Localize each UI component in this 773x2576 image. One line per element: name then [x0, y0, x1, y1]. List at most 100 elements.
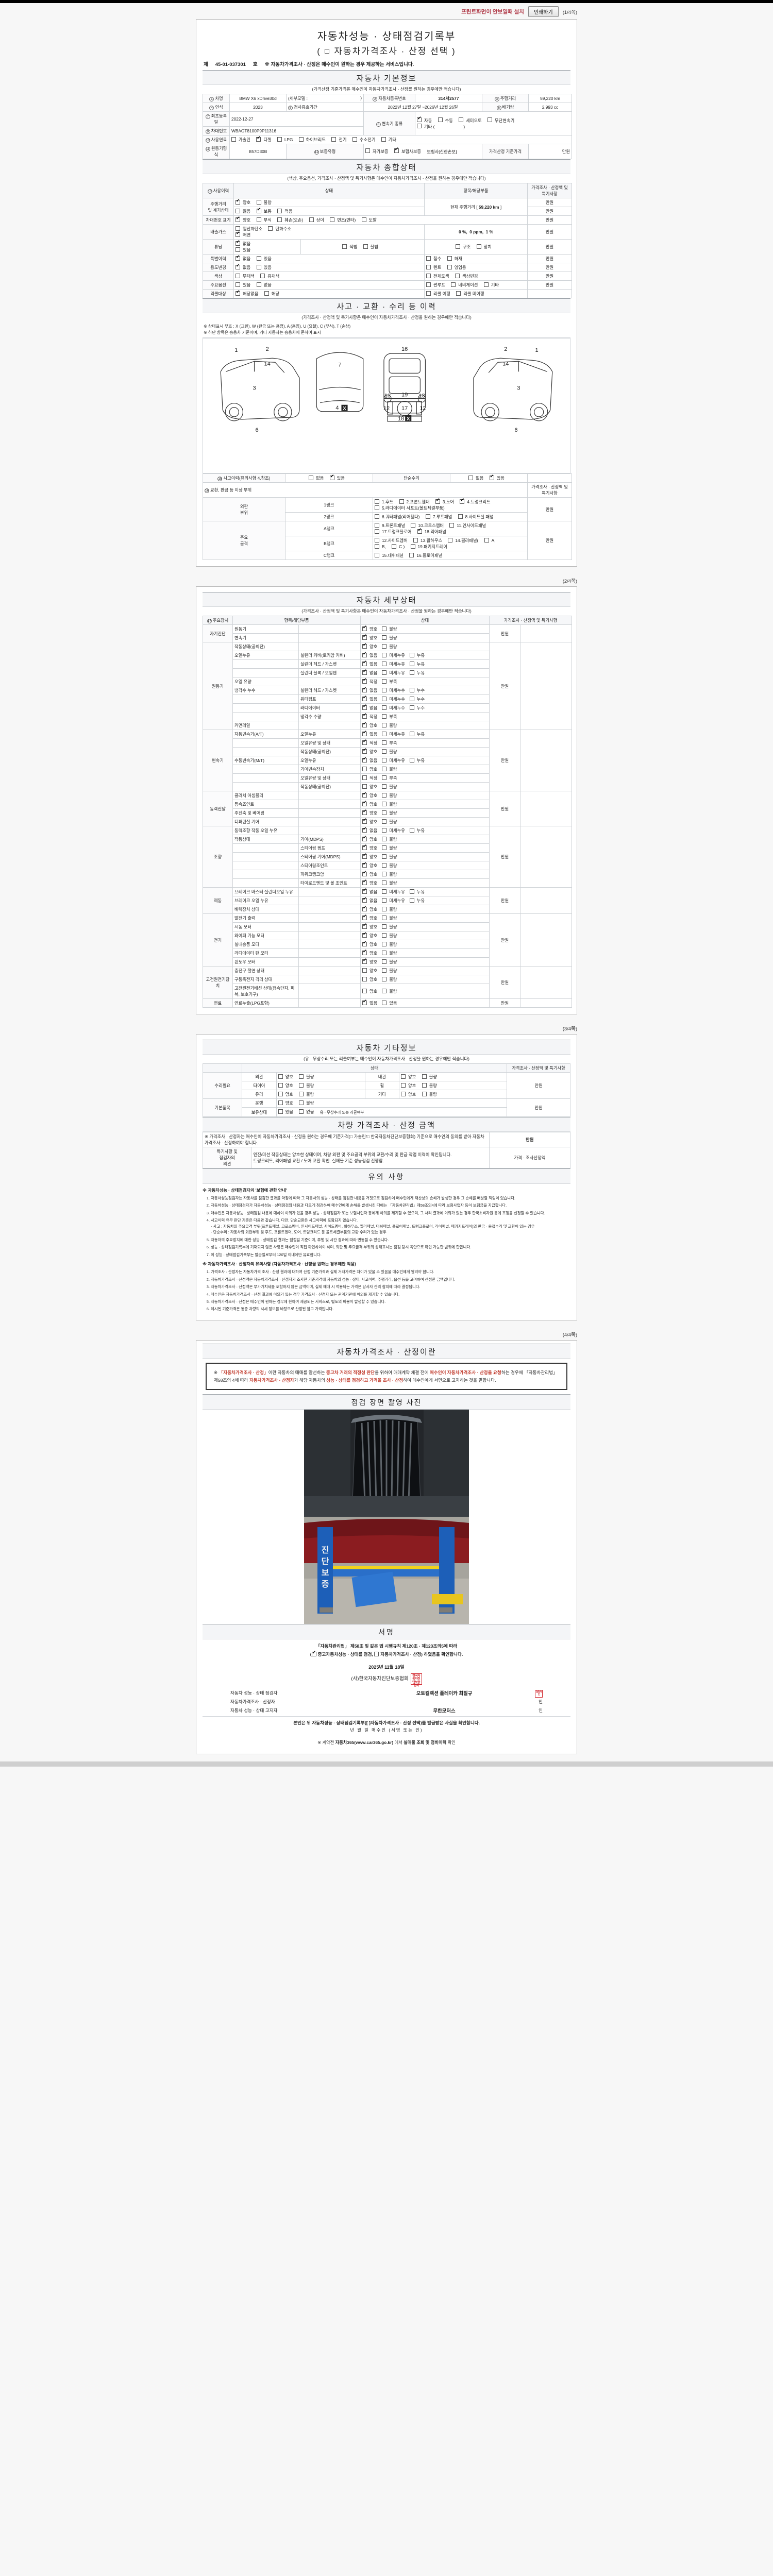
state-opt-적정[interactable]: 적정	[362, 677, 377, 685]
state-opt-불량[interactable]: 불량	[382, 941, 397, 947]
state-opt-양호[interactable]: 양호	[362, 766, 377, 772]
state-opt-미세누유[interactable]: 미세누유	[382, 670, 405, 676]
part-2-front-fender[interactable]: 2.프론트휀더	[399, 499, 430, 505]
usechange-rent[interactable]: 렌트	[426, 264, 441, 270]
options-yes[interactable]: 있음	[236, 282, 250, 288]
state-opt-없음[interactable]: 없음	[362, 896, 377, 904]
part-11-inside-panel[interactable]: 11.인사이드패널	[449, 522, 486, 529]
part-14-c[interactable]: C )	[392, 544, 405, 550]
emission-smoke[interactable]: 매연	[236, 231, 250, 238]
state-opt-미세누수[interactable]: 미세누수	[382, 705, 405, 711]
state-opt-누유[interactable]: 누유	[409, 827, 425, 834]
state-opt-누유[interactable]: 누유	[409, 731, 425, 737]
state-opt-불량[interactable]: 불량	[382, 722, 397, 728]
part-1-hood[interactable]: 1.후드	[375, 499, 393, 505]
state-opt-양호[interactable]: 양호	[362, 905, 377, 912]
state-opt-부족[interactable]: 부족	[382, 740, 397, 746]
mileage-bad[interactable]: 불량	[256, 199, 272, 206]
state-opt-미세누유[interactable]: 미세누유	[382, 731, 405, 737]
state-opt-누유[interactable]: 누유	[409, 897, 425, 904]
state-opt-없음[interactable]: 없음	[362, 826, 377, 834]
state-opt-양호[interactable]: 양호	[362, 879, 377, 886]
tire-good[interactable]: 양호	[278, 1082, 293, 1089]
other-bad[interactable]: 불량	[422, 1091, 437, 1097]
state-opt-불량[interactable]: 불량	[382, 845, 397, 851]
state-opt-양호[interactable]: 양호	[362, 949, 377, 956]
install-print-link[interactable]: 프린트화면이 안보일때 설치	[461, 9, 524, 15]
option-other[interactable]: 기타	[483, 282, 499, 288]
color-chromatic[interactable]: 유채색	[260, 273, 279, 279]
fuel-opt-electric[interactable]: 전기	[331, 137, 347, 143]
state-opt-양호[interactable]: 양호	[362, 784, 377, 790]
usechange-yes[interactable]: 있음	[256, 264, 272, 270]
state-opt-양호[interactable]: 양호	[362, 634, 377, 641]
options-no[interactable]: 없음	[256, 282, 272, 288]
state-opt-없음[interactable]: 없음	[362, 730, 377, 737]
part-6-quarter-panel[interactable]: 6.쿼터패널(리어휀다)	[375, 514, 420, 520]
hold-yes[interactable]: 있음	[278, 1109, 293, 1115]
state-opt-불량[interactable]: 불량	[382, 626, 397, 632]
part-10-crossmember[interactable]: 10.크로스멤버	[411, 522, 444, 529]
acc-none[interactable]: 없음	[309, 475, 324, 481]
state-opt-불량[interactable]: 불량	[382, 854, 397, 860]
state-opt-미세누수[interactable]: 미세누수	[382, 696, 405, 702]
state-opt-미세누유[interactable]: 미세누유	[382, 652, 405, 658]
state-opt-적정[interactable]: 적정	[362, 713, 377, 720]
fuel-opt-lpg[interactable]: LPG	[277, 137, 293, 143]
warranty-opt-self[interactable]: 자가보증	[365, 148, 389, 155]
state-opt-양호[interactable]: 양호	[362, 800, 377, 807]
state-opt-양호[interactable]: 양호	[362, 988, 377, 994]
ext-bad[interactable]: 불량	[299, 1074, 314, 1080]
state-opt-불량[interactable]: 불량	[382, 880, 397, 886]
state-opt-불량[interactable]: 불량	[382, 933, 397, 939]
state-opt-양호[interactable]: 양호	[362, 844, 377, 851]
state-opt-불량[interactable]: 불량	[382, 810, 397, 816]
tuning-none[interactable]: 없음	[236, 240, 250, 247]
state-opt-없음[interactable]: 없음	[362, 686, 377, 693]
fuel-opt-other[interactable]: 기타	[381, 137, 396, 143]
state-opt-미세누유[interactable]: 미세누유	[382, 757, 405, 764]
state-opt-양호[interactable]: 양호	[362, 748, 377, 755]
state-opt-누유[interactable]: 누유	[409, 757, 425, 764]
part-14-b[interactable]: B,	[375, 544, 386, 550]
trans-opt-auto[interactable]: 자동	[417, 116, 432, 124]
state-opt-양호[interactable]: 양호	[362, 853, 377, 860]
state-opt-누수[interactable]: 누수	[409, 705, 425, 711]
state-opt-미세누유[interactable]: 미세누유	[382, 827, 405, 834]
int-good[interactable]: 양호	[401, 1074, 416, 1080]
state-opt-누수[interactable]: 누수	[409, 687, 425, 693]
state-opt-불량[interactable]: 불량	[382, 749, 397, 755]
glass-good[interactable]: 양호	[278, 1091, 293, 1097]
int-bad[interactable]: 불량	[422, 1074, 437, 1080]
state-opt-부족[interactable]: 부족	[382, 775, 397, 781]
part-18-rear-panel[interactable]: 18.리어패널	[417, 528, 446, 535]
state-opt-미세누수[interactable]: 미세누수	[382, 687, 405, 693]
state-opt-있음[interactable]: 있음	[382, 1000, 397, 1006]
special-fire[interactable]: 화재	[447, 256, 462, 262]
state-opt-불량[interactable]: 불량	[382, 871, 397, 877]
recall-done[interactable]: 리콜 이행	[426, 291, 450, 297]
state-opt-불량[interactable]: 불량	[382, 801, 397, 807]
color-achromatic[interactable]: 무채색	[236, 273, 255, 279]
glass-bad[interactable]: 불량	[299, 1091, 314, 1097]
part-14-a[interactable]: A,	[484, 537, 495, 544]
state-opt-불량[interactable]: 불량	[382, 988, 397, 994]
state-opt-양호[interactable]: 양호	[362, 931, 377, 939]
law-checkbox-inspect[interactable]	[311, 1650, 316, 1656]
ext-good[interactable]: 양호	[278, 1074, 293, 1080]
price-survey-checkbox[interactable]	[324, 49, 329, 54]
state-opt-불량[interactable]: 불량	[382, 950, 397, 956]
state-opt-불량[interactable]: 불량	[382, 643, 397, 650]
state-opt-부족[interactable]: 부족	[382, 714, 397, 720]
state-opt-누유[interactable]: 누유	[409, 889, 425, 895]
state-opt-누유[interactable]: 누유	[409, 670, 425, 676]
state-opt-불량[interactable]: 불량	[382, 792, 397, 799]
state-opt-없음[interactable]: 없음	[362, 695, 377, 702]
state-opt-없음[interactable]: 없음	[362, 704, 377, 711]
state-opt-미세누유[interactable]: 미세누유	[382, 897, 405, 904]
part-16-floor-panel[interactable]: 16.플로어패널	[409, 552, 442, 558]
state-opt-없음[interactable]: 없음	[362, 669, 377, 676]
trans-opt-other[interactable]: 기타 ()	[417, 124, 465, 130]
state-opt-미세누유[interactable]: 미세누유	[382, 661, 405, 667]
state-opt-양호[interactable]: 양호	[362, 625, 377, 632]
